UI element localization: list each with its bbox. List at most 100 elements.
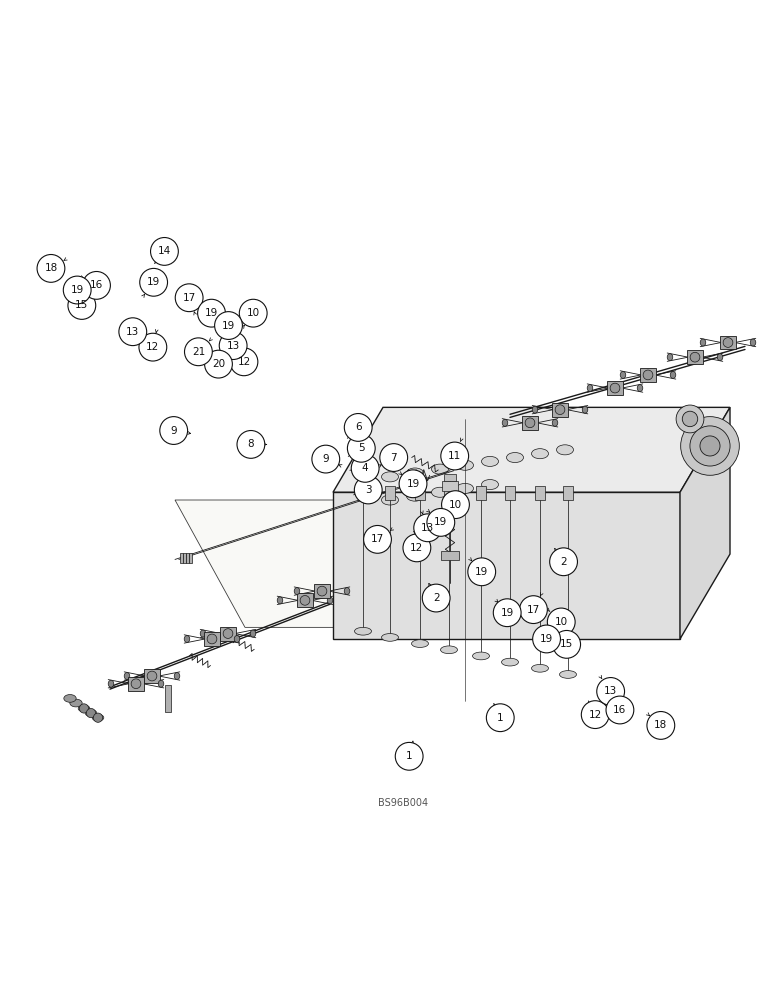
Ellipse shape [506,453,523,463]
Ellipse shape [407,468,424,478]
Circle shape [207,634,217,644]
Ellipse shape [717,354,723,361]
Polygon shape [680,407,730,639]
Ellipse shape [531,449,548,459]
Bar [357,486,368,500]
Text: 2: 2 [560,557,567,567]
Ellipse shape [560,671,577,678]
Circle shape [553,630,581,658]
Ellipse shape [557,445,574,455]
Ellipse shape [407,491,424,501]
Ellipse shape [670,371,676,378]
Circle shape [690,352,700,362]
Bar [720,336,736,349]
Polygon shape [175,500,625,627]
Ellipse shape [503,419,508,426]
Bar [127,677,144,691]
Circle shape [300,595,310,605]
Ellipse shape [381,495,398,505]
Text: 17: 17 [371,534,384,544]
Text: 15: 15 [560,639,574,649]
Bar [444,486,455,500]
Ellipse shape [158,680,164,687]
Ellipse shape [432,464,449,474]
Ellipse shape [441,646,458,654]
Circle shape [185,338,212,366]
Text: 4: 4 [362,463,368,473]
Circle shape [151,238,178,265]
Text: 19: 19 [205,308,218,318]
Circle shape [93,713,103,722]
Text: 13: 13 [421,523,435,533]
Circle shape [239,299,267,327]
Polygon shape [333,492,680,639]
Bar [165,685,171,712]
Circle shape [37,255,65,282]
Text: 18: 18 [44,263,58,273]
Ellipse shape [531,664,548,672]
Bar [476,486,486,500]
Ellipse shape [344,588,350,595]
Text: 18: 18 [654,720,668,730]
Text: 12: 12 [146,342,160,352]
Bar [563,486,574,500]
Circle shape [380,444,408,471]
Ellipse shape [124,673,130,679]
Ellipse shape [637,385,643,392]
Circle shape [215,312,242,339]
Circle shape [486,704,514,732]
Text: 12: 12 [588,710,602,720]
Circle shape [351,454,379,482]
Circle shape [237,431,265,458]
Ellipse shape [234,635,240,642]
Text: 9: 9 [171,426,177,436]
Circle shape [223,629,233,638]
Circle shape [68,292,96,319]
Circle shape [160,417,188,444]
Ellipse shape [85,710,96,717]
Text: 16: 16 [613,705,627,715]
Text: 7: 7 [391,453,397,463]
Text: 19: 19 [475,567,489,577]
Bar [640,368,656,382]
Bar [180,553,183,563]
Bar [505,486,516,500]
Circle shape [442,491,469,519]
Text: 19: 19 [70,285,84,295]
Circle shape [312,445,340,473]
Bar [144,669,161,683]
Ellipse shape [294,588,300,595]
Ellipse shape [69,699,82,707]
Ellipse shape [502,658,519,666]
Circle shape [550,548,577,576]
Text: 10: 10 [449,500,462,510]
Bar [186,553,189,563]
Bar [444,474,456,481]
Text: 14: 14 [157,246,171,256]
Text: BS96B004: BS96B004 [378,798,428,808]
Circle shape [317,586,327,596]
Text: 16: 16 [90,280,103,290]
Circle shape [344,414,372,441]
Circle shape [606,696,634,724]
Circle shape [83,271,110,299]
Ellipse shape [78,705,90,712]
Ellipse shape [482,456,499,466]
Text: 9: 9 [323,454,329,464]
Text: 17: 17 [527,605,540,615]
Text: 8: 8 [248,439,254,449]
Text: 5: 5 [358,443,364,453]
Circle shape [700,436,720,456]
Bar [552,403,568,417]
Circle shape [230,348,258,376]
Text: 12: 12 [237,357,251,367]
Circle shape [205,350,232,378]
Bar [686,350,703,364]
Bar [189,553,192,563]
Ellipse shape [381,634,398,641]
Circle shape [427,508,455,536]
Ellipse shape [750,339,756,346]
Circle shape [139,333,167,361]
Circle shape [441,442,469,470]
Text: 6: 6 [355,422,361,432]
